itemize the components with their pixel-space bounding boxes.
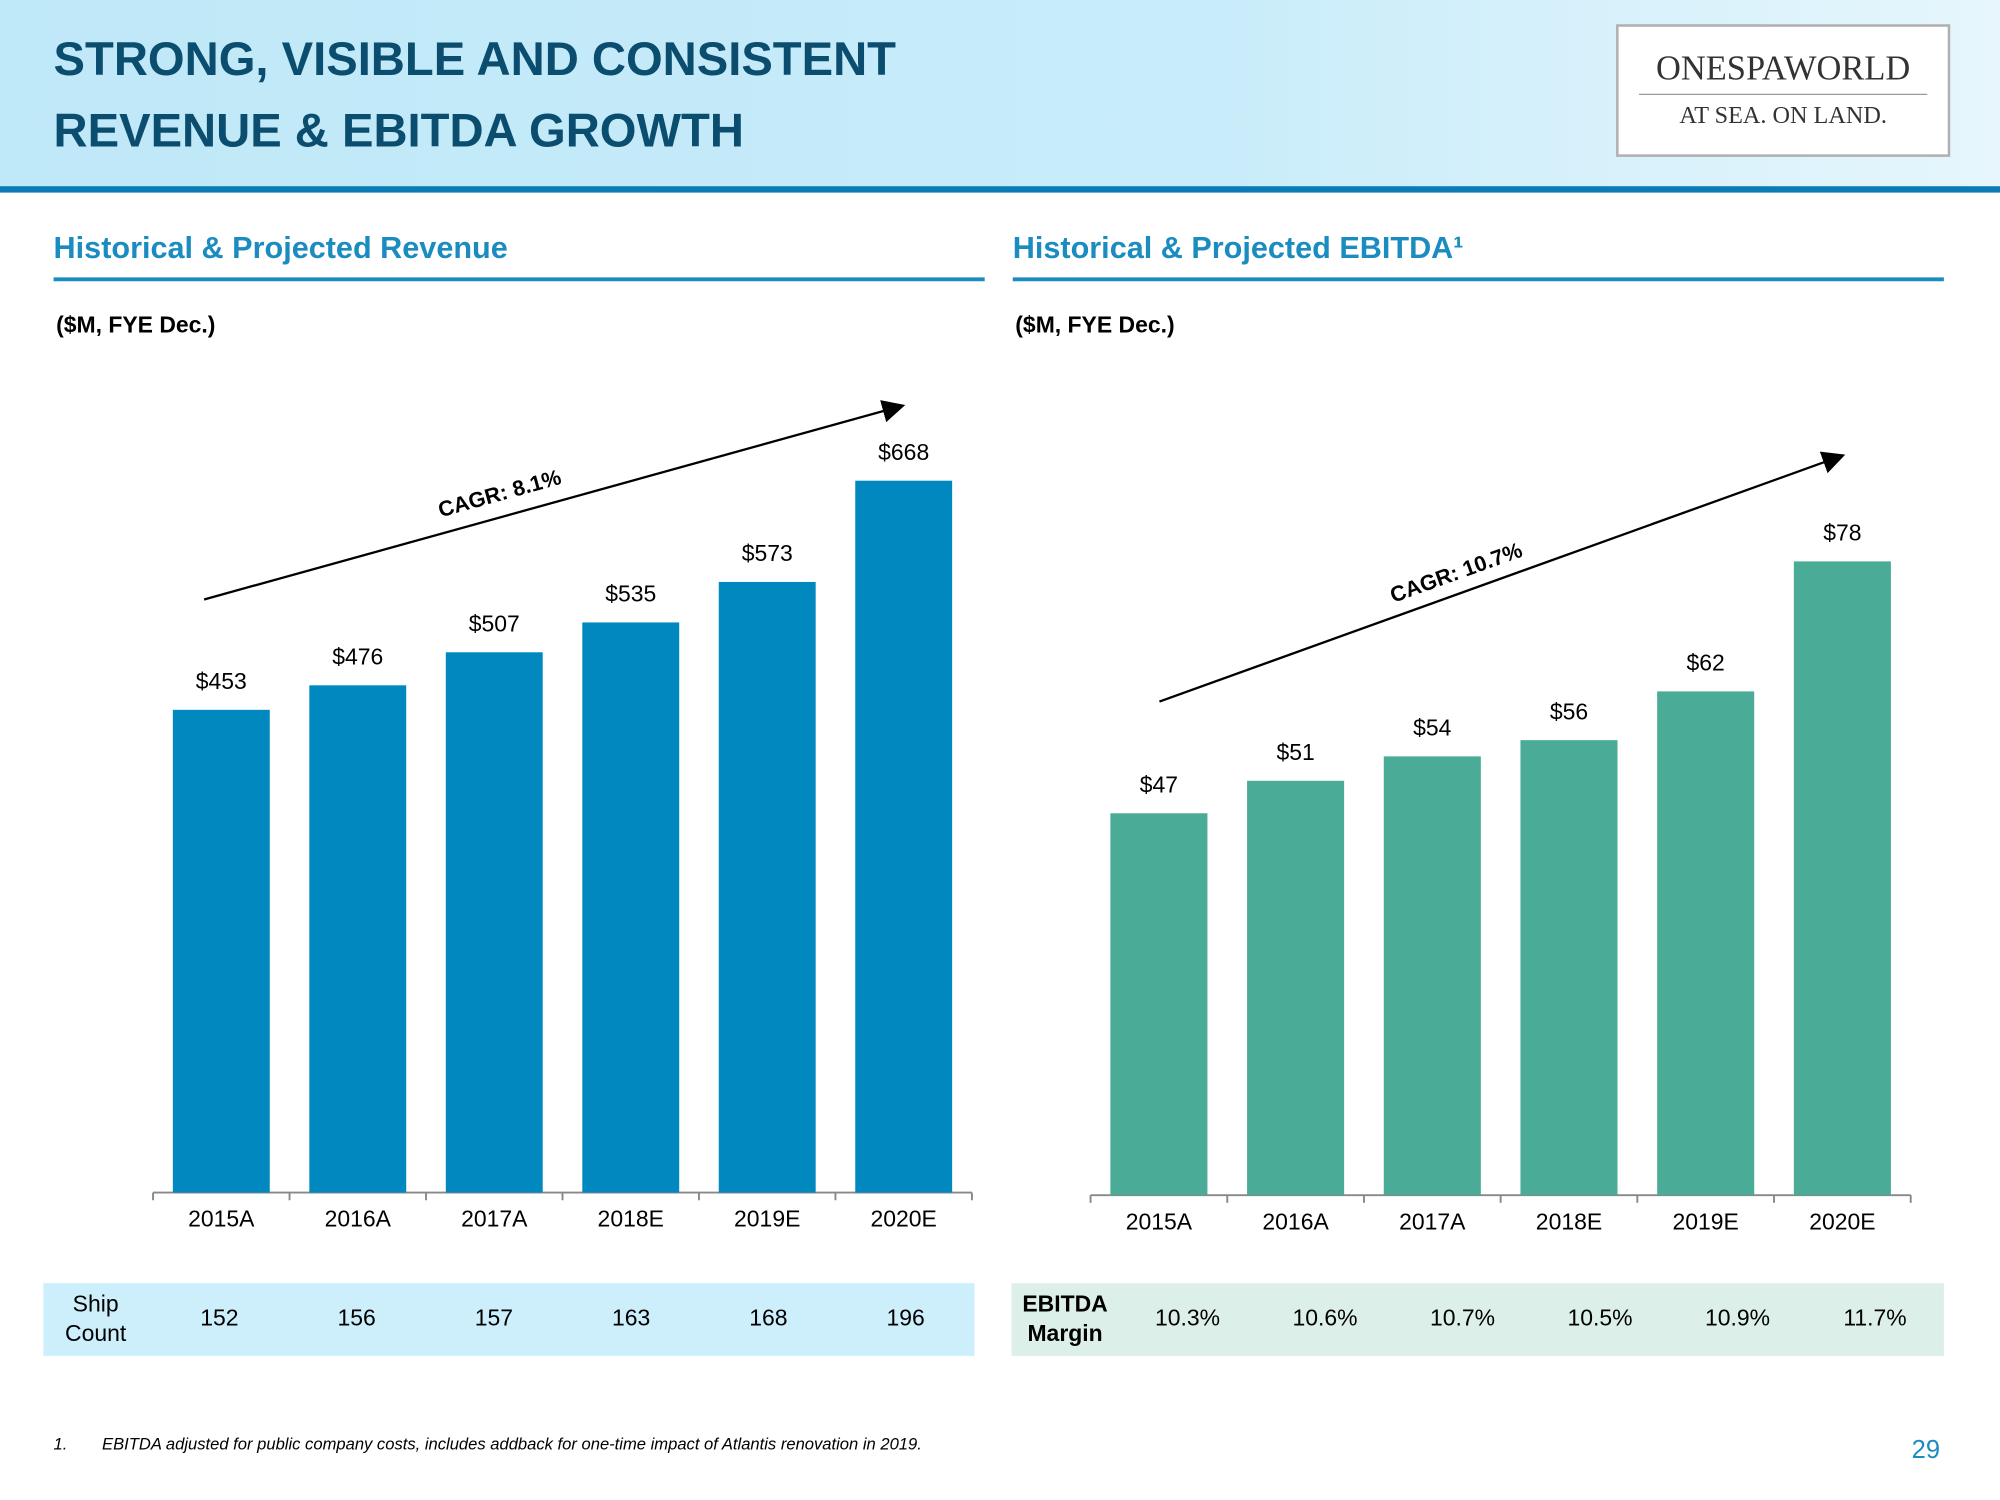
cagr-label: CAGR: 10.7% <box>1387 537 1526 607</box>
logo-name: ONESPAWORLD <box>1656 49 1910 87</box>
bar <box>1793 561 1891 1196</box>
chart-title: Historical & Projected EBITDA¹ <box>1013 231 1464 265</box>
x-tick-label: 2018E <box>1536 1208 1602 1234</box>
bar <box>855 480 953 1193</box>
chart-title: Historical & Projected Revenue <box>54 231 508 265</box>
x-tick-label: 2019E <box>734 1206 800 1232</box>
table-cell: 156 <box>337 1305 375 1331</box>
value-label: $47 <box>1140 772 1178 798</box>
table-cell: 152 <box>200 1305 238 1331</box>
cagr-arrow <box>203 400 906 601</box>
footnote-number: 1. <box>54 1435 68 1454</box>
value-label: $54 <box>1413 715 1452 741</box>
table-row-label: Ship <box>73 1291 119 1317</box>
value-label: $573 <box>742 540 793 566</box>
x-tick-label: 2017A <box>461 1206 528 1232</box>
value-label: $62 <box>1687 650 1725 676</box>
value-label: $476 <box>332 644 383 670</box>
table-cell: 10.7% <box>1430 1305 1495 1331</box>
table-row-label: EBITDA <box>1022 1291 1107 1317</box>
logo-tagline: AT SEA. ON LAND. <box>1679 102 1886 129</box>
value-label: $535 <box>605 581 656 607</box>
table-cell: 10.5% <box>1567 1305 1632 1331</box>
bar <box>309 685 407 1193</box>
value-label: $78 <box>1823 520 1861 546</box>
x-tick-label: 2015A <box>1126 1208 1193 1234</box>
value-label: $507 <box>469 611 520 637</box>
bar <box>1383 756 1481 1196</box>
table-cell: 157 <box>475 1305 513 1331</box>
table-cell: 196 <box>886 1305 924 1331</box>
table-cell: 10.9% <box>1705 1305 1770 1331</box>
bar <box>1247 780 1345 1196</box>
x-tick-label: 2019E <box>1673 1208 1739 1234</box>
bar <box>582 622 680 1193</box>
bar <box>172 709 270 1193</box>
value-label: $51 <box>1276 739 1314 765</box>
table-cell: 168 <box>749 1305 787 1331</box>
table-band <box>1011 1283 1944 1356</box>
bar <box>1110 813 1208 1196</box>
cagr-arrow <box>1159 451 1846 703</box>
table-cell: 11.7% <box>1843 1305 1906 1331</box>
cagr-label: CAGR: 8.1% <box>435 464 564 522</box>
x-tick-label: 2015A <box>188 1206 255 1232</box>
x-tick-label: 2020E <box>871 1206 937 1232</box>
table-cell: 10.3% <box>1155 1305 1220 1331</box>
footnote-text: EBITDA adjusted for public company costs… <box>102 1435 922 1454</box>
x-tick-label: 2016A <box>1262 1208 1329 1234</box>
logo-box <box>1616 24 1951 157</box>
table-cell: 163 <box>612 1305 650 1331</box>
bar <box>445 652 543 1193</box>
bar <box>718 581 816 1193</box>
chart-subtitle: ($M, FYE Dec.) <box>56 312 215 338</box>
slide-title: STRONG, VISIBLE AND CONSISTENT <box>54 33 897 86</box>
value-label: $453 <box>196 668 247 694</box>
value-label: $56 <box>1550 698 1588 724</box>
table-cell: 10.6% <box>1292 1305 1357 1331</box>
table-row-label: Count <box>65 1320 127 1346</box>
bar <box>1657 691 1755 1196</box>
x-tick-label: 2017A <box>1399 1208 1466 1234</box>
slide-title: REVENUE & EBITDA GROWTH <box>54 104 744 157</box>
x-tick-label: 2020E <box>1809 1208 1875 1234</box>
chart-subtitle: ($M, FYE Dec.) <box>1015 312 1174 338</box>
table-band <box>43 1283 975 1356</box>
header-rule <box>0 186 2000 193</box>
table-row-label: Margin <box>1027 1320 1102 1346</box>
x-tick-label: 2018E <box>598 1206 664 1232</box>
bar <box>1520 740 1618 1196</box>
x-tick-label: 2016A <box>325 1206 392 1232</box>
page-number: 29 <box>1912 1436 1940 1464</box>
value-label: $668 <box>878 439 929 465</box>
